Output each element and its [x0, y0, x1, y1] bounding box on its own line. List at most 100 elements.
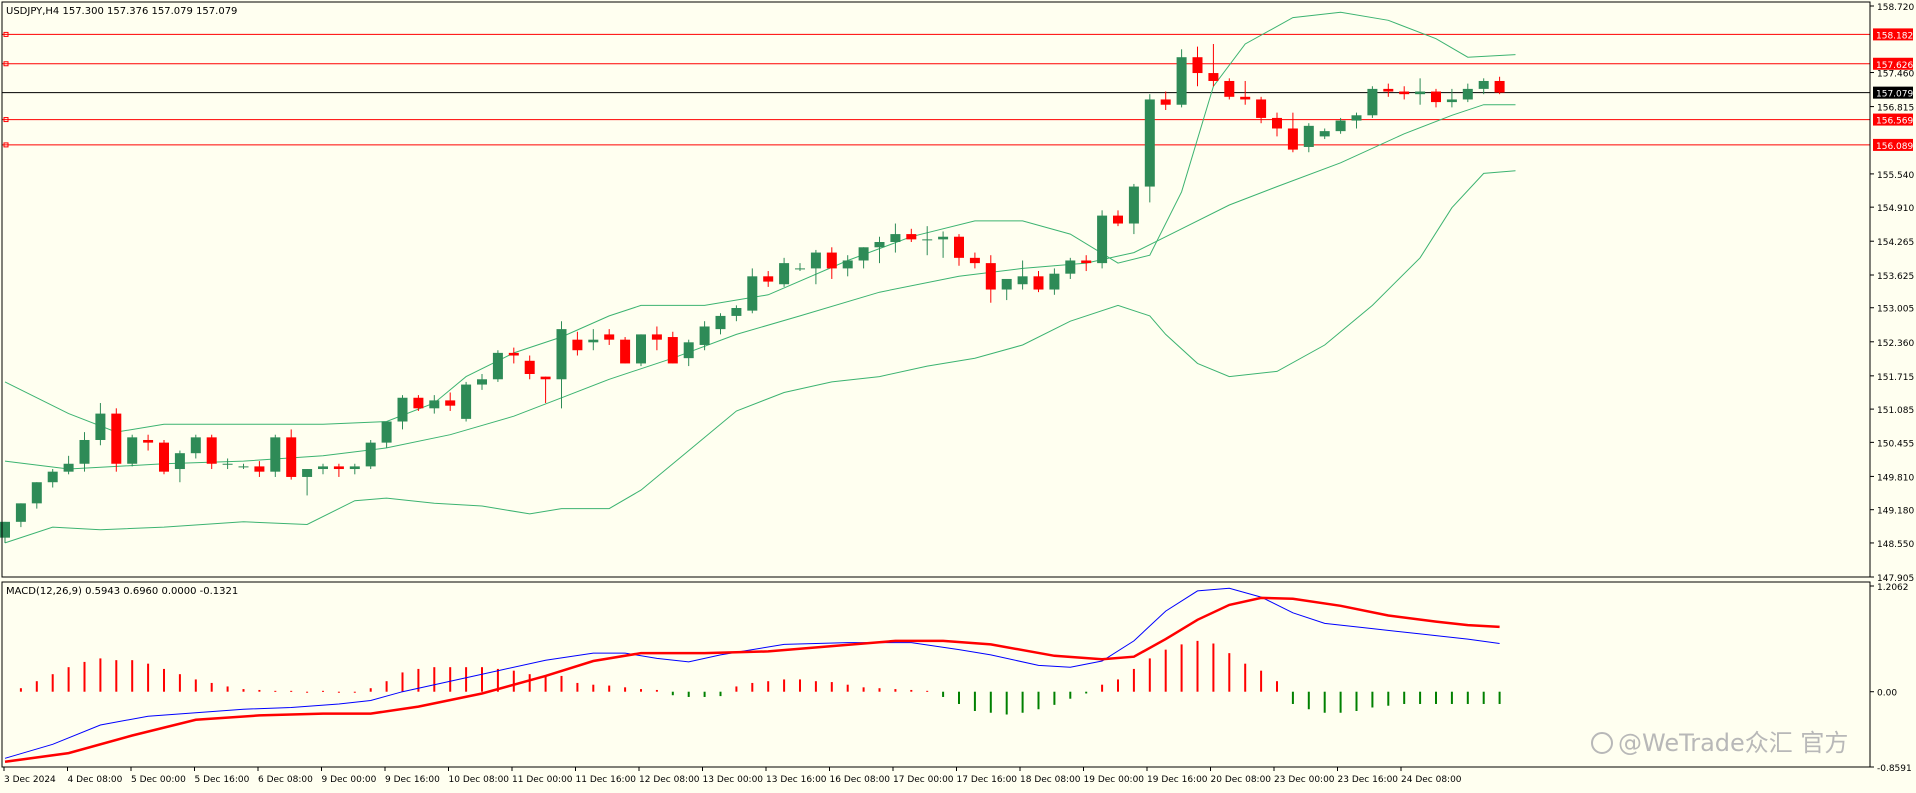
candle-body: [15, 503, 26, 522]
macd-histogram-bar: [560, 675, 563, 692]
macd-histogram-bar: [1276, 681, 1278, 692]
time-tick-label: 24 Dec 08:00: [1401, 775, 1462, 785]
macd-histogram-bar: [99, 658, 102, 692]
time-tick-label: 10 Dec 08:00: [449, 775, 510, 785]
candle-body: [1462, 88, 1473, 100]
macd-histogram-bar: [783, 679, 786, 692]
time-tick-label: 23 Dec 00:00: [1274, 775, 1335, 785]
macd-histogram-bar: [147, 663, 150, 692]
candle-body: [954, 236, 964, 258]
macd-histogram-bar: [512, 670, 515, 692]
candle-body: [0, 521, 10, 538]
candle-body: [302, 469, 313, 477]
macd-histogram-bar: [735, 686, 738, 692]
candle-body: [461, 384, 472, 419]
candle-body: [1081, 260, 1092, 264]
macd-histogram-bar: [1482, 691, 1485, 704]
macd-histogram-bar: [465, 667, 468, 692]
macd-histogram-bar: [1450, 691, 1453, 704]
macd-histogram-bar: [1387, 691, 1390, 706]
candle-body: [254, 466, 265, 472]
candle-body: [874, 242, 885, 248]
candle-body: [636, 334, 646, 364]
time-tick-label: 20 Dec 08:00: [1211, 775, 1272, 785]
macd-histogram-bar: [178, 674, 181, 692]
candle-body: [747, 276, 758, 311]
macd-histogram-bar: [115, 660, 118, 692]
macd-histogram-bar: [369, 688, 372, 692]
candle-body: [1431, 91, 1441, 103]
macd-histogram-bar: [337, 691, 340, 693]
macd-histogram-bar: [1435, 691, 1437, 704]
macd-histogram-bar: [496, 668, 499, 692]
candle-body: [1001, 278, 1012, 290]
price-tick-label: 157.460: [1877, 70, 1914, 80]
macd-histogram-bar: [19, 688, 22, 692]
macd-histogram-bar: [703, 691, 706, 697]
candle-body: [779, 263, 790, 285]
candle-body: [286, 437, 297, 477]
macd-histogram-bar: [1053, 691, 1056, 705]
candle-body: [413, 397, 424, 409]
candle-body: [731, 307, 742, 316]
candle-body: [143, 439, 154, 443]
candle-body: [906, 234, 917, 240]
macd-histogram-bar: [1339, 691, 1342, 713]
candle-body: [1383, 88, 1394, 92]
macd-histogram-bar: [1117, 679, 1119, 692]
time-tick-label: 13 Dec 16:00: [766, 775, 827, 785]
macd-header: MACD(12,26,9) 0.5943 0.6960 0.0000 -0.13…: [6, 586, 238, 597]
macd-histogram-bar: [528, 674, 531, 692]
candle-body: [1017, 276, 1028, 285]
macd-histogram-bar: [1466, 691, 1469, 704]
price-tick-label: 147.905: [1877, 574, 1914, 584]
macd-histogram-bar: [449, 667, 452, 692]
candle-body: [795, 268, 805, 270]
macd-histogram-bar: [1307, 691, 1310, 710]
candle-body: [349, 466, 360, 470]
time-tick-label: 11 Dec 00:00: [512, 775, 573, 785]
time-tick-label: 23 Dec 16:00: [1338, 775, 1399, 785]
macd-histogram-bar: [258, 689, 261, 692]
candle-body: [938, 236, 949, 240]
candle-body: [1065, 260, 1076, 274]
candle-body: [381, 421, 392, 443]
macd-histogram-bar: [1291, 691, 1294, 704]
macd-histogram-bar: [640, 689, 642, 692]
macd-histogram-bar: [1419, 691, 1422, 704]
macd-histogram-bar: [926, 690, 929, 692]
macd-histogram-bar: [194, 679, 197, 692]
candle-body: [715, 315, 726, 330]
candle-body: [1367, 88, 1378, 116]
level-price-tag: [1873, 57, 1913, 70]
macd-histogram-bar: [910, 689, 913, 692]
macd-histogram-bar: [163, 668, 165, 692]
candle-body: [492, 352, 503, 380]
macd-histogram-bar: [401, 672, 404, 692]
candle-body: [1049, 273, 1060, 290]
candle-body: [763, 276, 774, 282]
price-tick-label: 148.550: [1877, 540, 1914, 550]
candle-body: [333, 466, 344, 470]
candle-body: [1176, 57, 1187, 105]
candle-body: [445, 400, 456, 406]
time-tick-label: 12 Dec 08:00: [639, 775, 700, 785]
macd-histogram-bar: [274, 690, 277, 692]
macd-panel: [4, 587, 1501, 764]
time-tick-label: 3 Dec 2024: [4, 775, 56, 785]
macd-histogram-bar: [1180, 644, 1183, 692]
macd-histogram-bar: [1164, 649, 1167, 692]
candle-body: [1399, 91, 1410, 95]
macd-histogram-bar: [67, 667, 70, 692]
candle-body: [588, 339, 599, 343]
price-tick-label: 153.625: [1877, 272, 1914, 282]
price-panel: [0, 11, 1870, 544]
macd-histogram-bar: [1148, 658, 1151, 692]
candle-body: [318, 466, 328, 470]
macd-histogram-bar: [878, 688, 881, 692]
macd-histogram-bar: [353, 691, 356, 693]
candle-body: [270, 437, 281, 472]
